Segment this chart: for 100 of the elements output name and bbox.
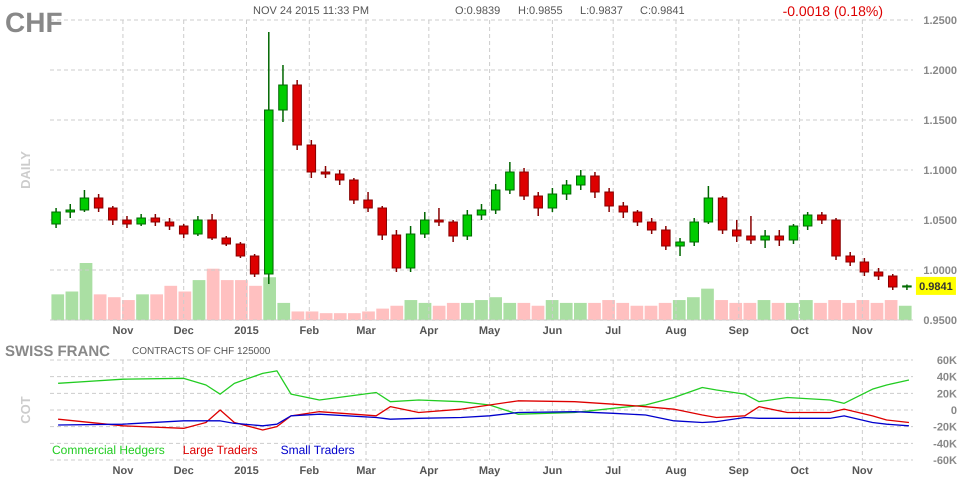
candlestick (562, 179, 572, 201)
candlestick (420, 211, 430, 239)
candlestick (661, 225, 671, 251)
candlestick (320, 165, 330, 179)
x-tick-label: Sep (728, 325, 750, 337)
candlestick (548, 187, 558, 213)
y-tick-label: 20K (936, 388, 958, 400)
x-tick-label: Aug (665, 465, 687, 477)
candlestick (193, 215, 203, 237)
candlestick (448, 219, 458, 243)
y-tick-label: 1.2000 (923, 65, 957, 77)
series-label: Small Traders (280, 443, 355, 457)
series-label: Large Traders (182, 443, 258, 457)
candlestick (236, 241, 246, 259)
candlestick (888, 273, 898, 291)
candlestick (434, 207, 444, 227)
x-tick-label: 2015 (234, 465, 259, 477)
line-series (57, 400, 910, 431)
bar (898, 306, 912, 320)
candlestick (150, 213, 160, 227)
x-tick-label: Jul (605, 325, 622, 337)
candlestick (334, 169, 344, 186)
x-tick-label: Sep (728, 465, 750, 477)
y-tick-label: 0.9500 (923, 315, 957, 327)
candlestick (590, 171, 600, 199)
y-tick-label: 0 (950, 405, 957, 417)
x-tick-label: Jun (542, 465, 562, 477)
y-tick-label: 1.1500 (923, 115, 957, 127)
x-tick-label: Apr (419, 325, 440, 337)
x-tick-label: May (478, 465, 502, 477)
candlestick (108, 205, 118, 226)
x-tick-label: Feb (300, 325, 320, 337)
text: -0.0018 (0.18%) (782, 3, 883, 19)
candlestick (646, 217, 656, 235)
candlestick (476, 203, 486, 221)
x-tick-label: Oct (790, 325, 810, 337)
chart-title: SWISS FRANC (5, 343, 110, 360)
candlestick (817, 211, 827, 225)
text: C:0.9841 (640, 5, 685, 17)
x-tick-label: Nov (852, 465, 874, 477)
y-tick-label: 40K (936, 372, 958, 384)
candlestick (704, 185, 714, 225)
x-tick-label: May (478, 325, 502, 337)
candlestick (462, 209, 472, 241)
candlestick (80, 189, 90, 213)
candlestick (221, 235, 231, 247)
candlestick (760, 229, 770, 249)
candlestick (774, 229, 784, 247)
candlestick (746, 215, 756, 245)
y-tick-label: 1.2500 (923, 15, 957, 27)
candlestick (207, 213, 217, 241)
candlestick (689, 217, 699, 247)
candlestick (136, 213, 146, 227)
candlestick (66, 203, 76, 219)
candlestick (363, 191, 373, 213)
bar (772, 302, 784, 320)
x-tick-label: Oct (790, 465, 810, 477)
x-tick-label: Nov (852, 325, 874, 337)
chart-subtitle: CONTRACTS OF CHF 125000 (132, 346, 271, 357)
x-tick-label: Feb (300, 465, 320, 477)
x-tick-label: Nov (112, 325, 134, 337)
candlestick (164, 217, 174, 231)
x-tick-label: Dec (174, 465, 194, 477)
candlestick (576, 169, 586, 191)
annotation: 0.9841 (919, 280, 953, 293)
y-tick-label: -20K (933, 422, 958, 434)
line-series (57, 411, 910, 426)
y-tick-label: 60K (936, 355, 958, 367)
y-tick-label: 1.1000 (923, 165, 957, 177)
candlestick (51, 207, 61, 229)
text: NOV 24 2015 11:33 PM (253, 5, 369, 17)
bar (192, 280, 206, 320)
bar (136, 294, 149, 320)
x-tick-label: Aug (665, 325, 687, 337)
x-tick-label: Jun (542, 325, 562, 337)
candlestick (632, 209, 642, 227)
y-tick-label: -40K (933, 438, 958, 450)
candlestick (802, 211, 812, 231)
candlestick (604, 187, 614, 213)
candlestick (250, 253, 260, 278)
text: L:0.9837 (580, 5, 623, 17)
x-tick-label: Dec (174, 325, 194, 337)
candlestick (788, 223, 798, 245)
candlestick (533, 191, 543, 217)
x-tick-label: 2015 (234, 325, 259, 337)
candlestick (618, 201, 628, 219)
x-tick-label: Nov (112, 465, 134, 477)
candlestick (349, 177, 359, 205)
candlestick (178, 223, 188, 239)
text: Commercial Hedgers (52, 443, 165, 457)
text: O:0.9839 (455, 5, 500, 17)
chart-title: CHF (5, 7, 63, 38)
x-tick-label: Mar (356, 325, 377, 337)
candlestick (675, 237, 685, 257)
y-tick-label: -60K (933, 455, 958, 467)
candlestick (845, 251, 855, 267)
candlestick (874, 267, 884, 281)
candlestick (122, 215, 132, 229)
candlestick (505, 161, 515, 195)
x-tick-label: Apr (419, 465, 440, 477)
